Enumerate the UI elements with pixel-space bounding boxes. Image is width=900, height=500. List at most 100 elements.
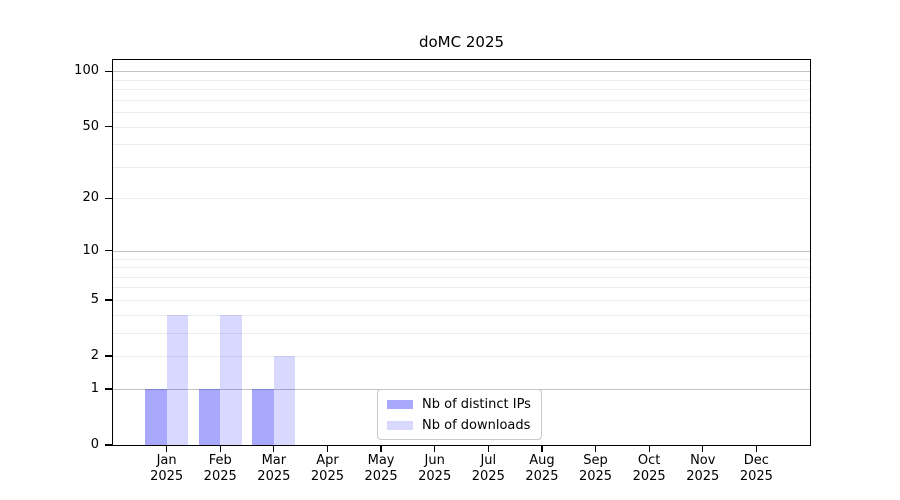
legend-label-downloads: Nb of downloads: [422, 417, 531, 433]
plot-area: 0 1 2 5 10 20 50 100 Jan 2025 Feb 2025 Mar 2025 Apr 202…: [74, 59, 811, 484]
x-tick-year: 2025: [203, 469, 237, 484]
x-tick-month: Apr: [316, 453, 339, 468]
x-tick-month: Jun: [424, 453, 445, 468]
x-tick-year: 2025: [578, 469, 613, 484]
minor-gridline: [113, 267, 810, 269]
x-tick-year: 2025: [418, 469, 452, 484]
legend-swatch-downloads: [387, 420, 413, 430]
x-tick-year: 2025: [257, 469, 291, 484]
x-tick-mark: [648, 445, 650, 452]
bar-nb-of-downloads: [220, 314, 242, 445]
minor-gridline: [113, 314, 810, 316]
y-tick-label: 20: [82, 190, 99, 206]
x-tick-month: Oct: [637, 453, 661, 468]
minor-gridline: [113, 276, 810, 278]
minor-gridline: [113, 258, 810, 260]
x-tick-mark: [434, 445, 436, 452]
x-tick-label: Aug 2025: [514, 453, 570, 485]
minor-gridline: [113, 79, 810, 81]
y-tick-mark: [104, 70, 112, 72]
x-tick-label: Nov 2025: [675, 453, 731, 485]
x-tick-year: 2025: [150, 469, 184, 484]
legend-label-distinct-ips: Nb of distinct IPs: [422, 396, 531, 412]
x-tick-label: Jul 2025: [460, 453, 516, 485]
x-tick-mark: [702, 445, 704, 452]
y-tick-label: 50: [82, 118, 99, 134]
y-tick-label: 10: [82, 242, 99, 258]
minor-gridline: [113, 166, 810, 168]
x-tick-label: Jan 2025: [139, 453, 195, 485]
axis-layer: 0 1 2 5 10 20 50 100 Jan 2025 Feb 2025 Mar 2025 Apr 202…: [74, 60, 810, 484]
bar-nb-of-distinct-ips: [145, 388, 167, 445]
x-tick-mark: [541, 445, 543, 452]
major-gridline: [113, 250, 810, 252]
minor-gridline: [113, 99, 810, 101]
y-tick-mark: [104, 125, 112, 128]
x-tick-label: Feb 2025: [192, 453, 248, 485]
x-tick-month: Jul: [480, 453, 497, 468]
legend: Nb of distinct IPs Nb of downloads: [377, 389, 542, 440]
x-tick-month: Aug: [529, 453, 555, 468]
bar-nb-of-distinct-ips: [252, 388, 274, 445]
y-tick-mark: [104, 355, 112, 357]
y-tick-label: 100: [74, 63, 99, 79]
y-tick-mark: [104, 250, 112, 252]
x-tick-mark: [326, 445, 329, 452]
legend-item-downloads: Nb of downloads: [387, 416, 531, 434]
minor-gridline: [113, 299, 810, 301]
x-tick-mark: [380, 445, 382, 452]
bar-nb-of-distinct-ips: [198, 388, 221, 445]
legend-swatch-distinct-ips: [387, 399, 413, 409]
y-tick-mark: [104, 444, 112, 446]
x-tick-month: Jan: [156, 453, 177, 468]
chart-title: doMC 2025: [418, 33, 505, 51]
x-tick-mark: [219, 445, 221, 452]
x-tick-label: May 2025: [353, 453, 409, 485]
x-tick-year: 2025: [364, 469, 398, 484]
x-tick-label: Oct 2025: [621, 453, 677, 485]
y-tick-mark: [104, 197, 112, 200]
minor-gridline: [113, 112, 810, 114]
major-gridline: [113, 71, 810, 73]
x-tick-label: Mar 2025: [246, 453, 302, 485]
x-tick-year: 2025: [686, 469, 720, 484]
y-tick-mark: [104, 388, 112, 390]
x-tick-label: Dec 2025: [728, 453, 784, 485]
x-tick-year: 2025: [310, 469, 344, 484]
x-tick-month: Dec: [743, 453, 769, 468]
x-tick-month: Feb: [208, 453, 232, 468]
x-tick-label: Sep 2025: [568, 453, 624, 485]
y-tick-label: 0: [90, 437, 99, 452]
minor-gridline: [113, 89, 810, 91]
x-tick-mark: [487, 445, 489, 452]
bars-layer: [113, 60, 810, 445]
minor-gridline: [113, 332, 810, 334]
x-tick-label: Jun 2025: [407, 453, 463, 485]
y-tick-label: 2: [90, 348, 99, 364]
x-tick-month: Sep: [583, 453, 608, 468]
x-tick-month: Nov: [690, 453, 716, 468]
bar-nb-of-downloads: [273, 356, 296, 445]
minor-gridline: [113, 198, 810, 200]
x-tick-year: 2025: [739, 469, 773, 484]
x-tick-month: May: [367, 453, 395, 468]
bar-nb-of-downloads: [166, 314, 189, 445]
minor-gridline: [113, 356, 810, 358]
x-tick-mark: [755, 445, 758, 452]
y-tick-label: 1: [90, 380, 99, 396]
minor-gridline: [113, 126, 810, 128]
y-tick-mark: [104, 299, 112, 301]
y-tick-label: 5: [90, 291, 99, 307]
x-tick-year: 2025: [632, 469, 666, 484]
x-tick-mark: [273, 445, 275, 452]
x-tick-month: Mar: [261, 453, 287, 468]
legend-item-distinct-ips: Nb of distinct IPs: [387, 395, 531, 413]
x-tick-year: 2025: [471, 469, 505, 484]
x-tick-year: 2025: [525, 469, 559, 484]
minor-gridline: [113, 144, 810, 146]
minor-gridline: [113, 287, 810, 289]
x-tick-mark: [594, 445, 597, 452]
x-tick-label: Apr 2025: [299, 453, 355, 485]
x-tick-mark: [165, 445, 168, 452]
